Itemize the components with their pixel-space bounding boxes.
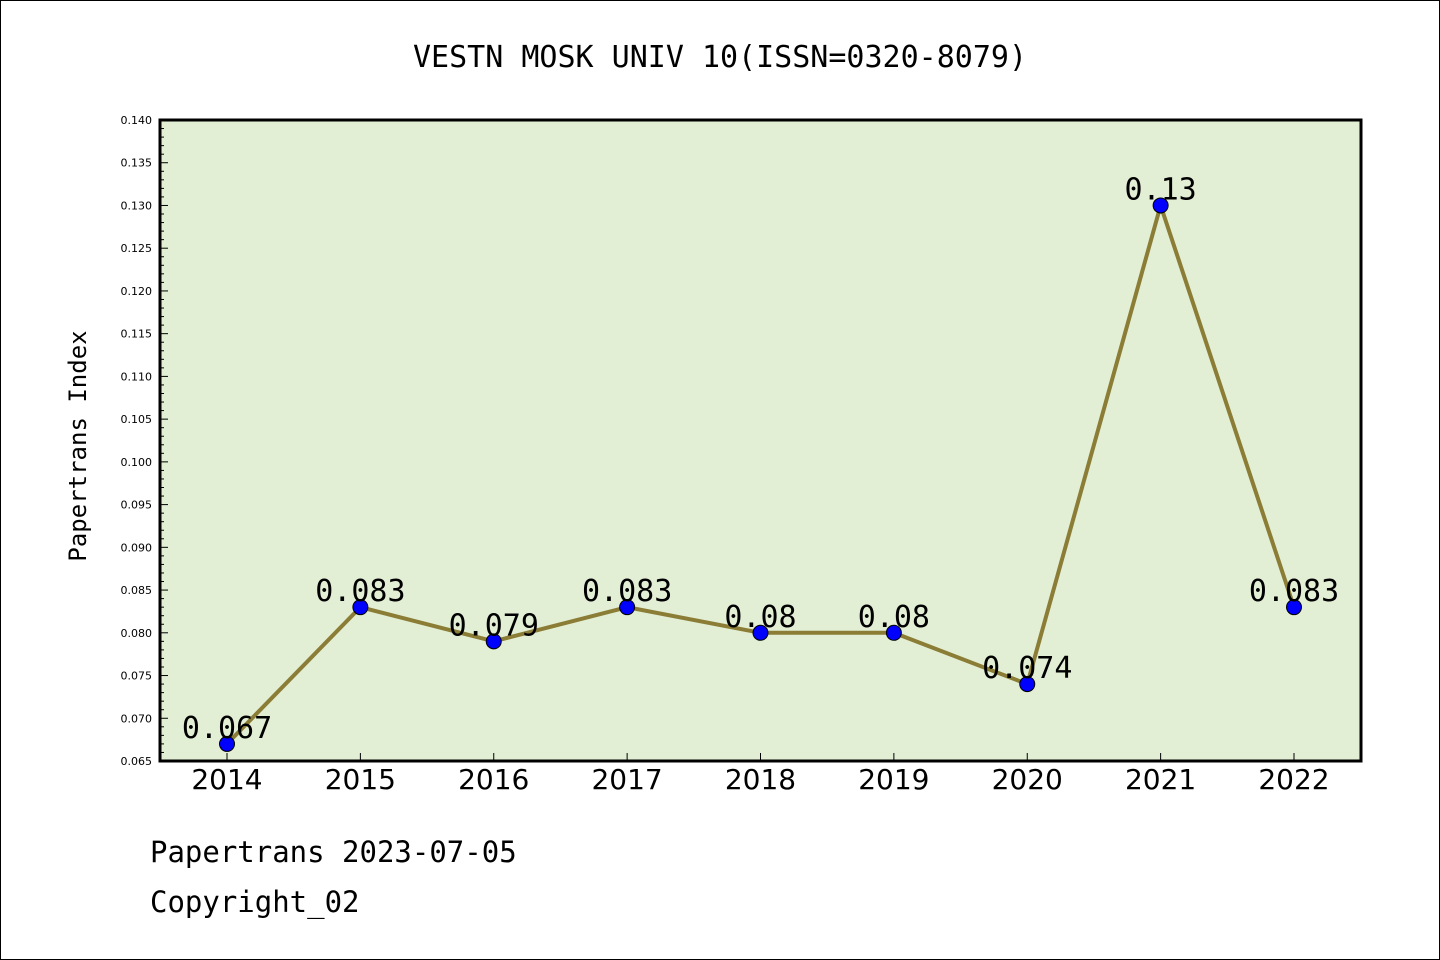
data-point	[1152, 197, 1169, 214]
y-tick-label: 0.125	[121, 242, 153, 255]
y-axis-ticks: 0.065 0.070 0.075 0.080 0.085 0.090 0.095 0.100…	[121, 114, 168, 768]
data-label: 0.08	[724, 600, 796, 635]
x-tick-label: 2020	[992, 763, 1063, 796]
footer-date: Papertrans 2023-07-05	[150, 835, 517, 869]
data-label: 0.067	[182, 711, 272, 746]
data-point	[752, 624, 769, 641]
data-point	[352, 599, 369, 616]
x-tick-label: 2018	[725, 763, 796, 796]
data-label: 0.079	[449, 608, 539, 643]
data-point	[619, 599, 636, 616]
x-tick-label: 2015	[325, 763, 396, 796]
y-tick-label: 0.110	[121, 370, 153, 383]
y-tick-label: 0.130	[121, 199, 153, 212]
x-tick-label: 2021	[1125, 763, 1196, 796]
data-point	[219, 735, 235, 752]
y-axis-label: Papertrans Index	[64, 330, 92, 561]
x-axis-ticks: 2014 2015 2016 2017 2018 2019 2020 2021 2022	[191, 753, 1330, 796]
y-tick-label: 0.095	[121, 499, 153, 512]
data-point	[885, 624, 902, 641]
data-point	[1286, 599, 1302, 616]
x-tick-label: 2022	[1258, 763, 1329, 796]
y-tick-label: 0.065	[121, 755, 153, 768]
y-tick-label: 0.085	[121, 584, 153, 597]
y-tick-label: 0.120	[121, 285, 153, 298]
y-tick-label: 0.070	[121, 712, 153, 725]
data-label: 0.083	[582, 574, 672, 609]
y-tick-label: 0.100	[121, 456, 153, 469]
data-label: 0.08	[858, 600, 930, 635]
x-tick-label: 2019	[858, 763, 929, 796]
data-labels: 0.067 0.083 0.079 0.083 0.08 0.08 0.074 0.13 0.0…	[182, 172, 1339, 745]
data-point	[485, 633, 502, 650]
y-tick-label: 0.090	[121, 541, 153, 554]
data-label: 0.074	[982, 651, 1072, 686]
plot-area	[158, 118, 1363, 763]
series-layer	[219, 197, 1302, 752]
y-tick-label: 0.135	[121, 157, 153, 170]
data-point	[1019, 676, 1036, 693]
footer-copyright: Copyright_02	[150, 885, 360, 919]
y-tick-label: 0.140	[121, 114, 153, 127]
y-tick-label: 0.075	[121, 670, 153, 683]
x-tick-label: 2017	[591, 763, 662, 796]
x-tick-label: 2014	[191, 763, 262, 796]
chart-title: VESTN MOSK UNIV 10(ISSN=0320-8079)	[413, 40, 1027, 75]
y-tick-label: 0.080	[121, 627, 153, 640]
data-label: 0.083	[1249, 574, 1339, 609]
y-tick-label: 0.115	[121, 328, 153, 341]
data-label: 0.083	[315, 574, 405, 609]
x-tick-label: 2016	[458, 763, 529, 796]
y-tick-label: 0.105	[121, 413, 153, 426]
data-label: 0.13	[1125, 172, 1197, 207]
